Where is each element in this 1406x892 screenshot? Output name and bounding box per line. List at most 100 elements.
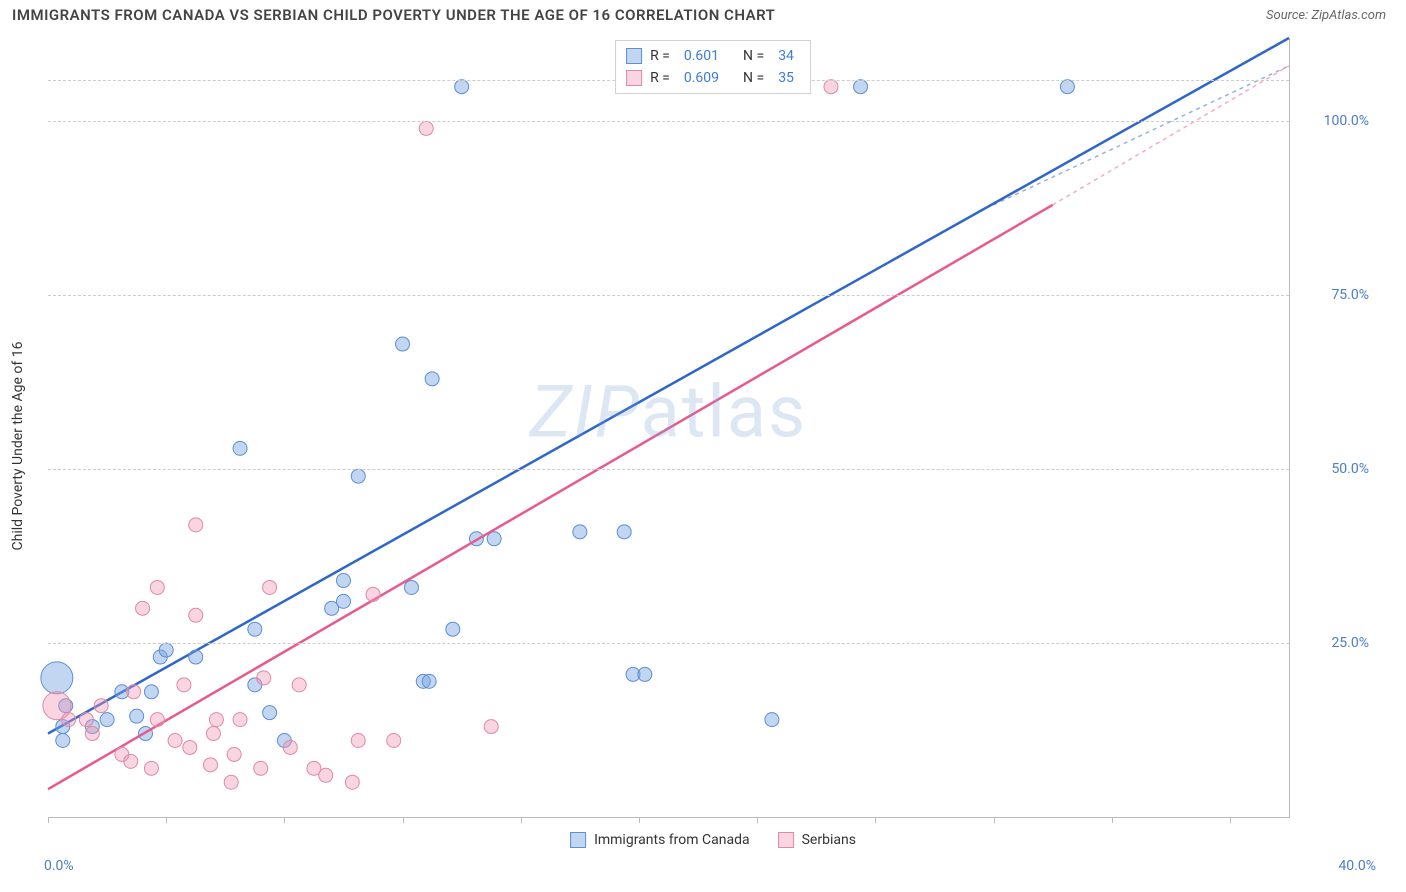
scatter-point bbox=[94, 699, 108, 713]
scatter-point bbox=[248, 622, 262, 636]
legend-n-label: N = bbox=[743, 67, 764, 89]
gridline-h bbox=[48, 295, 1289, 296]
scatter-point bbox=[227, 747, 241, 761]
x-tick bbox=[48, 817, 49, 823]
scatter-point bbox=[366, 587, 380, 601]
scatter-point bbox=[336, 594, 350, 608]
scatter-point bbox=[404, 580, 418, 594]
legend-r-label: R = bbox=[650, 45, 670, 67]
chart-title: IMMIGRANTS FROM CANADA VS SERBIAN CHILD … bbox=[12, 6, 775, 24]
legend-swatch bbox=[570, 832, 586, 848]
scatter-point bbox=[257, 671, 271, 685]
legend-series-item: Serbians bbox=[778, 832, 856, 848]
scatter-point bbox=[1060, 80, 1074, 94]
x-tick bbox=[639, 817, 640, 823]
scatter-point bbox=[854, 80, 868, 94]
legend-n-value: 35 bbox=[778, 67, 794, 89]
trend-line bbox=[48, 205, 1053, 789]
scatter-point bbox=[319, 768, 333, 782]
scatter-point bbox=[446, 622, 460, 636]
scatter-point bbox=[144, 761, 158, 775]
legend-series-label: Immigrants from Canada bbox=[594, 832, 750, 848]
gridline-h bbox=[48, 643, 1289, 644]
scatter-point bbox=[124, 754, 138, 768]
x-tick bbox=[1230, 817, 1231, 823]
scatter-point bbox=[638, 667, 652, 681]
scatter-point bbox=[254, 761, 268, 775]
scatter-point bbox=[189, 608, 203, 622]
x-tick bbox=[875, 817, 876, 823]
scatter-point bbox=[292, 678, 306, 692]
legend-r-value: 0.601 bbox=[684, 45, 719, 67]
scatter-point bbox=[233, 441, 247, 455]
y-tick-label: 50.0% bbox=[1299, 461, 1369, 477]
scatter-point bbox=[206, 727, 220, 741]
legend-stats: R = 0.601 N = 34R = 0.609 N = 35 bbox=[615, 40, 811, 94]
scatter-point bbox=[224, 775, 238, 789]
x-tick bbox=[757, 817, 758, 823]
legend-stat-row: R =0.601N =34 bbox=[626, 45, 800, 67]
scatter-point bbox=[283, 740, 297, 754]
scatter-point bbox=[183, 740, 197, 754]
legend-stat-row: R = 0.609 N = 35 bbox=[626, 67, 800, 89]
trend-line-extrapolated bbox=[1053, 66, 1289, 205]
x-tick bbox=[521, 817, 522, 823]
scatter-point bbox=[62, 713, 76, 727]
trend-line bbox=[48, 38, 1289, 734]
scatter-point bbox=[168, 733, 182, 747]
scatter-point bbox=[419, 121, 433, 135]
legend-swatch bbox=[626, 48, 642, 64]
source-prefix: Source: bbox=[1266, 8, 1311, 23]
scatter-point bbox=[617, 525, 631, 539]
legend-series-label: Serbians bbox=[802, 832, 856, 848]
legend-n-value: 34 bbox=[778, 45, 794, 67]
scatter-point bbox=[345, 775, 359, 789]
scatter-point bbox=[484, 720, 498, 734]
x-axis-min-label: 0.0% bbox=[44, 858, 74, 874]
scatter-point bbox=[209, 713, 223, 727]
scatter-point bbox=[387, 733, 401, 747]
scatter-point bbox=[263, 706, 277, 720]
chart-area: ZIPatlas 25.0%50.0%75.0%100.0% R = 0.601 N… bbox=[48, 38, 1378, 848]
source-name: ZipAtlas.com bbox=[1311, 8, 1386, 23]
scatter-point bbox=[204, 758, 218, 772]
legend-series-item: Immigrants from Canada bbox=[570, 832, 750, 848]
scatter-point bbox=[177, 678, 191, 692]
y-tick-label: 25.0% bbox=[1299, 635, 1369, 651]
scatter-point bbox=[189, 518, 203, 532]
scatter-point bbox=[127, 685, 141, 699]
plot-region: ZIPatlas 25.0%50.0%75.0%100.0% bbox=[48, 38, 1290, 818]
gridline-h bbox=[48, 121, 1289, 122]
scatter-point bbox=[396, 337, 410, 351]
scatter-point bbox=[189, 650, 203, 664]
scatter-point bbox=[765, 713, 779, 727]
x-tick bbox=[994, 817, 995, 823]
y-tick-label: 75.0% bbox=[1299, 287, 1369, 303]
scatter-point bbox=[150, 713, 164, 727]
scatter-point bbox=[144, 685, 158, 699]
x-axis-max-label: 40.0% bbox=[1338, 858, 1376, 874]
x-tick bbox=[166, 817, 167, 823]
legend-swatch bbox=[778, 832, 794, 848]
x-tick bbox=[284, 817, 285, 823]
scatter-point bbox=[130, 709, 144, 723]
x-tick bbox=[1112, 817, 1113, 823]
scatter-point bbox=[100, 713, 114, 727]
scatter-point bbox=[425, 372, 439, 386]
scatter-point bbox=[41, 662, 73, 694]
scatter-point bbox=[85, 727, 99, 741]
legend-swatch bbox=[626, 70, 642, 86]
scatter-point bbox=[422, 674, 436, 688]
scatter-point bbox=[79, 713, 93, 727]
legend-r-value: 0.609 bbox=[684, 67, 719, 89]
legend-series: Immigrants from Canada Serbians bbox=[570, 832, 856, 848]
scatter-point bbox=[336, 574, 350, 588]
y-axis-label: Child Poverty Under the Age of 16 bbox=[10, 342, 26, 551]
x-tick bbox=[403, 817, 404, 823]
scatter-point bbox=[263, 580, 277, 594]
scatter-point bbox=[351, 733, 365, 747]
scatter-point bbox=[455, 80, 469, 94]
chart-container: IMMIGRANTS FROM CANADA VS SERBIAN CHILD … bbox=[0, 0, 1406, 892]
gridline-h bbox=[48, 469, 1289, 470]
legend-r-label: R = bbox=[650, 67, 670, 89]
